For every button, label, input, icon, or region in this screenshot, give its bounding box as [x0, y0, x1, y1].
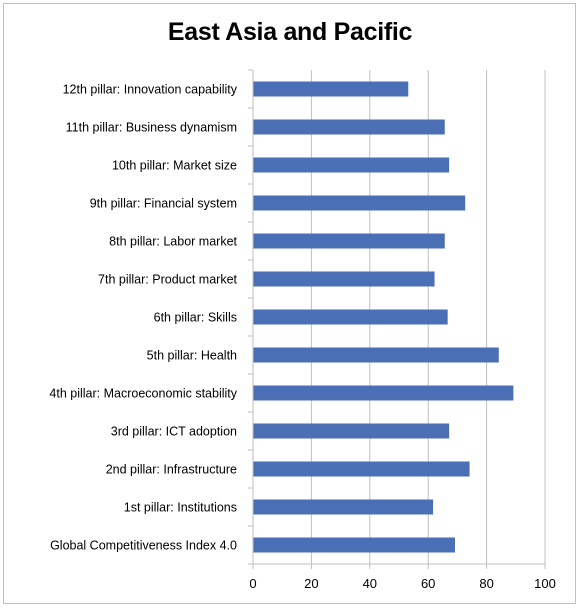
- chart-title: East Asia and Pacific: [167, 18, 413, 46]
- bar: [253, 271, 435, 287]
- bar: [253, 233, 445, 249]
- category-label: Global Competitiveness Index 4.0: [50, 539, 237, 553]
- bar: [253, 537, 455, 553]
- bar: [253, 81, 409, 97]
- category-label: 12th pillar: Innovation capability: [63, 83, 238, 97]
- category-label: 10th pillar: Market size: [112, 159, 237, 173]
- x-tick-label: 40: [363, 576, 377, 591]
- bar: [253, 423, 450, 439]
- x-tick-label: 20: [304, 576, 318, 591]
- category-label: 9th pillar: Financial system: [90, 197, 237, 211]
- bar: [253, 195, 466, 211]
- category-label: 5th pillar: Health: [147, 349, 237, 363]
- bar: [253, 157, 450, 173]
- x-tick-label: 0: [249, 576, 256, 591]
- category-label: 11th pillar: Business dynamism: [66, 121, 237, 135]
- category-label: 4th pillar: Macroeconomic stability: [49, 387, 237, 401]
- x-tick-label: 100: [534, 576, 556, 591]
- x-tick-label: 80: [479, 576, 493, 591]
- bar: [253, 309, 448, 325]
- category-label: 3rd pillar: ICT adoption: [111, 425, 237, 439]
- category-label: 8th pillar: Labor market: [109, 235, 237, 249]
- bar: [253, 385, 514, 401]
- bar: [253, 119, 445, 135]
- bar: [253, 347, 499, 363]
- x-tick-label: 60: [421, 576, 435, 591]
- bar: [253, 461, 470, 477]
- bar: [253, 499, 434, 515]
- category-label: 1st pillar: Institutions: [124, 501, 237, 515]
- category-label: 2nd pillar: Infrastructure: [106, 463, 237, 477]
- category-label: 7th pillar: Product market: [98, 273, 237, 287]
- category-label: 6th pillar: Skills: [154, 311, 237, 325]
